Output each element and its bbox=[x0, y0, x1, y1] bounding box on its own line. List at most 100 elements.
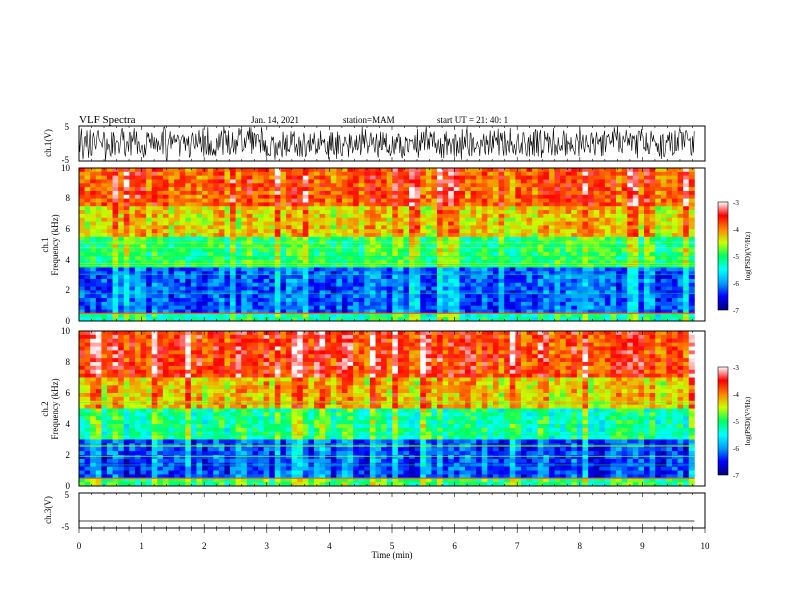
spectrogram-cell bbox=[274, 313, 281, 318]
spectrogram-cell bbox=[565, 202, 572, 207]
spectrogram-cell bbox=[297, 305, 304, 310]
spectrogram-cell bbox=[241, 282, 248, 287]
spectrogram-cell bbox=[593, 202, 600, 207]
spectrogram-cell bbox=[604, 267, 611, 272]
spectrogram-cell bbox=[554, 301, 561, 307]
spectrogram-cell bbox=[420, 252, 427, 257]
spectrogram-cell bbox=[409, 179, 416, 184]
spectrogram-cell bbox=[353, 244, 360, 249]
spectrogram-cell bbox=[627, 198, 634, 203]
spectrogram-cell bbox=[543, 194, 550, 200]
spectrogram-cell bbox=[465, 275, 471, 280]
spectrogram-cell bbox=[230, 236, 237, 242]
spectrogram-cell bbox=[224, 175, 231, 180]
spectrogram-cell bbox=[162, 202, 169, 207]
spectrogram-cell bbox=[207, 342, 214, 347]
spectrogram-cell bbox=[666, 290, 673, 295]
spectrogram-cell bbox=[151, 183, 158, 188]
spectrogram-cell bbox=[448, 206, 455, 211]
spectrogram-cell bbox=[409, 168, 416, 173]
spectrogram-cell bbox=[409, 301, 416, 307]
spectrogram-cell bbox=[207, 217, 214, 222]
spectrogram-cell bbox=[610, 275, 617, 280]
spectrogram-cell bbox=[465, 305, 471, 310]
spectrogram-cell bbox=[582, 290, 589, 295]
spectrogram-cell bbox=[140, 255, 147, 261]
spectrogram-cell bbox=[313, 301, 320, 307]
spectrogram-cell bbox=[369, 294, 376, 299]
spectrogram-cell bbox=[644, 202, 650, 207]
spectrogram-cell bbox=[269, 263, 276, 268]
spectrogram-cell bbox=[425, 202, 432, 207]
spectrogram-cell bbox=[403, 294, 410, 299]
spectrogram-cell bbox=[677, 248, 684, 253]
spectrogram-cell bbox=[627, 187, 634, 192]
spectrogram-cell bbox=[492, 278, 499, 284]
spectrogram-cell bbox=[409, 309, 416, 314]
spectrogram-cell bbox=[604, 183, 611, 188]
spectrogram-cell bbox=[241, 331, 248, 336]
spectrogram-cell bbox=[515, 248, 522, 253]
spectrogram-cell bbox=[157, 305, 164, 310]
spectrogram-cell bbox=[101, 263, 108, 268]
spectrogram-cell bbox=[660, 252, 667, 257]
spectrogram-cell bbox=[341, 301, 348, 307]
spectrogram-cell bbox=[655, 263, 662, 268]
spectrogram-cell bbox=[79, 171, 85, 177]
spectrogram-cell bbox=[616, 202, 623, 207]
spectrogram-cell bbox=[90, 210, 97, 215]
ch1-spec-ylabel-channel: ch.1 bbox=[40, 237, 50, 252]
spectrogram-cell bbox=[554, 255, 561, 261]
spectrogram-cell bbox=[213, 338, 220, 344]
spectrogram-cell bbox=[683, 225, 690, 230]
spectrogram-cell bbox=[448, 179, 455, 184]
spectrogram-cell bbox=[381, 313, 388, 318]
spectrogram-cell bbox=[90, 175, 97, 180]
spectrogram-cell bbox=[509, 301, 516, 307]
spectrogram-cell bbox=[627, 171, 634, 177]
spectrogram-cell bbox=[414, 236, 421, 242]
spectrogram-cell bbox=[90, 194, 97, 200]
spectrogram-cell bbox=[554, 217, 561, 222]
spectrogram-cell bbox=[688, 206, 695, 211]
spectrogram-cell bbox=[571, 286, 578, 291]
spectrogram-cell bbox=[453, 233, 460, 238]
spectrogram-cell bbox=[364, 183, 371, 188]
spectrogram-cell bbox=[157, 278, 164, 284]
spectrogram-cell bbox=[330, 338, 337, 344]
spectrogram-cell bbox=[84, 248, 91, 253]
spectrogram-cell bbox=[465, 294, 471, 299]
spectrogram-cell bbox=[660, 233, 667, 238]
spectrogram-cell bbox=[487, 317, 494, 322]
spectrogram-cell bbox=[196, 248, 203, 253]
spectrogram-cell bbox=[459, 229, 466, 234]
spectrogram-cell bbox=[213, 305, 220, 310]
spectrogram-cell bbox=[448, 168, 455, 173]
spectrogram-cell bbox=[554, 179, 561, 184]
spectrogram-cell bbox=[582, 338, 589, 344]
spectrogram-cell bbox=[291, 206, 298, 211]
spectrogram-cell bbox=[492, 183, 499, 188]
spectrogram-cell bbox=[241, 305, 248, 310]
spectrogram-cell bbox=[610, 290, 617, 295]
spectrogram-cell bbox=[459, 334, 466, 340]
spectrogram-cell bbox=[492, 267, 499, 272]
spectrogram-cell bbox=[660, 317, 667, 322]
spectrogram-cell bbox=[207, 236, 214, 242]
spectrogram-cell bbox=[492, 334, 499, 340]
spectrogram-cell bbox=[224, 187, 231, 192]
spectrogram-cell bbox=[308, 346, 315, 351]
spectrogram-cell bbox=[302, 290, 309, 295]
spectrogram-cell bbox=[258, 175, 264, 180]
spectrogram-cell bbox=[677, 171, 684, 177]
spectrogram-cell bbox=[621, 229, 628, 234]
spectrogram-cell bbox=[565, 346, 572, 351]
spectrogram-cell bbox=[470, 198, 477, 203]
spectrogram-cell bbox=[420, 255, 427, 261]
spectrogram-cell bbox=[297, 213, 304, 219]
spectrogram-cell bbox=[688, 175, 695, 180]
spectrogram-cell bbox=[548, 213, 555, 219]
spectrogram-cell bbox=[504, 252, 511, 257]
spectrogram-cell bbox=[375, 278, 382, 284]
spectrogram-cell bbox=[638, 263, 645, 268]
